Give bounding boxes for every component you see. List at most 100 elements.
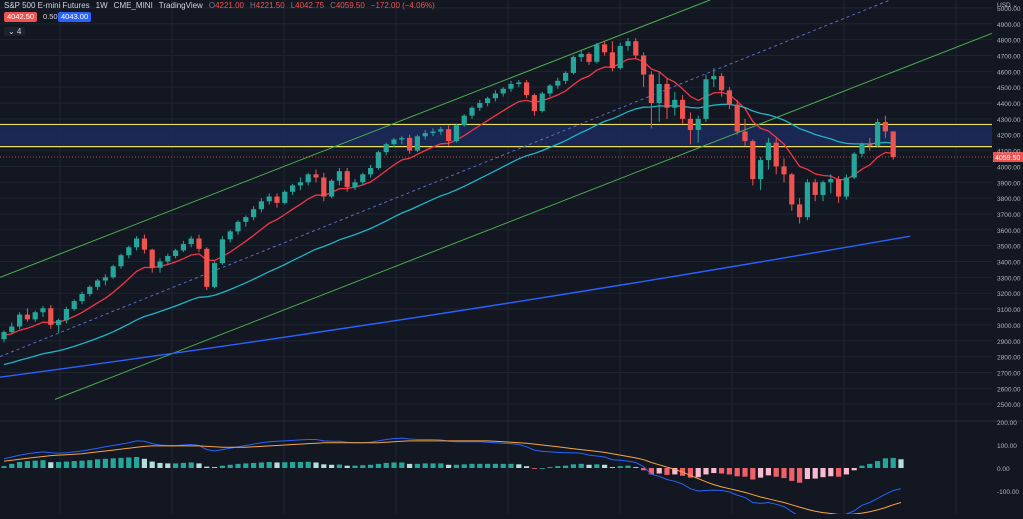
- macd-histogram-bar: [477, 463, 483, 468]
- macd-histogram-bar: [336, 464, 342, 468]
- macd-histogram-bar: [446, 464, 452, 468]
- macd-histogram-bar: [1, 466, 7, 468]
- macd-histogram-bar: [126, 457, 132, 468]
- candles: [1, 38, 896, 343]
- ohlc-change: −172.00 (−4.06%): [370, 1, 435, 10]
- macd-histogram-bar: [555, 466, 561, 468]
- candle-body: [734, 104, 740, 132]
- candle-body: [87, 286, 93, 294]
- macd-histogram-bar: [500, 463, 506, 468]
- macd-histogram-bar: [383, 462, 389, 468]
- candle-body: [196, 238, 202, 249]
- macd-histogram-bar: [804, 468, 810, 480]
- candle-body: [836, 179, 842, 197]
- macd-histogram-bar: [570, 464, 576, 468]
- macd-histogram-bar: [758, 468, 764, 478]
- macd-histogram-bar: [734, 468, 740, 477]
- macd-histogram-bar: [141, 458, 147, 468]
- candle-body: [602, 44, 608, 53]
- candle-body: [859, 144, 865, 154]
- macd-tick-label: -100.00: [997, 489, 1019, 496]
- price-tick-label: 2500.00: [997, 402, 1021, 409]
- macd-histogram-bar: [836, 468, 842, 477]
- candle-body: [173, 250, 179, 256]
- macd-histogram-bar: [625, 465, 631, 468]
- macd-histogram-bar: [188, 462, 194, 468]
- candle-body: [95, 280, 101, 287]
- macd-histogram-bar: [71, 461, 77, 468]
- candle-body: [750, 141, 756, 180]
- trend-channel: [0, 0, 993, 400]
- price-tick-label: 4500.00: [997, 85, 1021, 92]
- macd-histogram-bar: [422, 463, 428, 468]
- candle-body: [134, 238, 140, 248]
- macd-histogram-bar: [485, 463, 491, 468]
- macd-histogram-bar: [851, 468, 857, 471]
- candle-body: [219, 239, 225, 264]
- candle-body: [313, 174, 319, 178]
- price-tick-label: 3100.00: [997, 307, 1021, 314]
- macd-histogram-bar: [828, 468, 834, 477]
- candle-body: [680, 99, 686, 119]
- sell-button[interactable]: 4042.50: [4, 12, 38, 22]
- macd-histogram-bar: [750, 468, 756, 480]
- interval[interactable]: 1W: [95, 1, 108, 10]
- candle-body: [1, 332, 7, 340]
- macd-histogram-bar: [617, 466, 623, 468]
- candle-body: [594, 44, 600, 62]
- candle-body: [758, 160, 764, 180]
- macd-histogram-bar: [110, 458, 116, 468]
- symbol-name[interactable]: S&P 500 E-mini Futures: [4, 1, 90, 10]
- buy-button[interactable]: 4043.00: [58, 12, 92, 22]
- macd-histogram-bar: [664, 468, 670, 475]
- candle-body: [383, 144, 389, 153]
- price-tick-label: 4900.00: [997, 22, 1021, 29]
- macd-histogram-bar: [867, 463, 873, 468]
- ohlc-low: L4042.75: [290, 1, 325, 10]
- candle-body: [539, 93, 545, 111]
- macd-histogram-bar: [196, 463, 202, 468]
- macd-histogram-bar: [602, 464, 608, 468]
- macd-histogram-bar: [329, 464, 335, 468]
- macd-histogram-bar: [586, 464, 592, 468]
- candle-body: [890, 131, 896, 157]
- exchange: CME_MINI: [113, 1, 153, 10]
- macd-histogram-bar: [438, 463, 444, 468]
- price-axis: 2500.00 2600.00 2700.00 2800.00 2900.00 3000.…: [997, 2, 1021, 409]
- price-tick-label: 5000.00: [997, 6, 1021, 13]
- macd-histogram-bar: [687, 468, 693, 478]
- candle-body: [430, 131, 436, 134]
- candle-body: [687, 118, 693, 130]
- candle-body: [797, 204, 803, 218]
- price-tick-label: 3700.00: [997, 212, 1021, 219]
- macd-histogram-bar: [219, 465, 225, 468]
- indicator-toggle-button[interactable]: ⌄ 4: [4, 27, 26, 36]
- candle-body: [555, 80, 561, 86]
- candle-body: [251, 209, 257, 218]
- macd-histogram-bar: [648, 468, 654, 475]
- macd-histogram-bar: [430, 463, 436, 468]
- price-tick-label: 4700.00: [997, 53, 1021, 60]
- price-tick-label: 3600.00: [997, 228, 1021, 235]
- price-tick-label: 3500.00: [997, 244, 1021, 251]
- macd-histogram-bar: [391, 462, 397, 468]
- macd-histogram-bar: [461, 464, 467, 468]
- candle-body: [820, 182, 826, 195]
- candle-body: [227, 231, 233, 240]
- candle-body: [188, 238, 194, 245]
- candle-body: [258, 201, 264, 210]
- macd-histogram-bar: [789, 468, 795, 481]
- macd-histogram-bar: [672, 468, 678, 475]
- macd-histogram-bar: [274, 462, 280, 468]
- macd-histogram-bar: [765, 468, 771, 476]
- macd-histogram-bar: [890, 457, 896, 468]
- macd-histogram-bar: [313, 462, 319, 468]
- macd-histogram-bar: [781, 468, 787, 479]
- candle-body: [742, 131, 748, 142]
- candle-body: [664, 84, 670, 108]
- candle-body: [48, 308, 54, 325]
- price-tick-label: 4300.00: [997, 117, 1021, 124]
- candle-body: [360, 174, 366, 183]
